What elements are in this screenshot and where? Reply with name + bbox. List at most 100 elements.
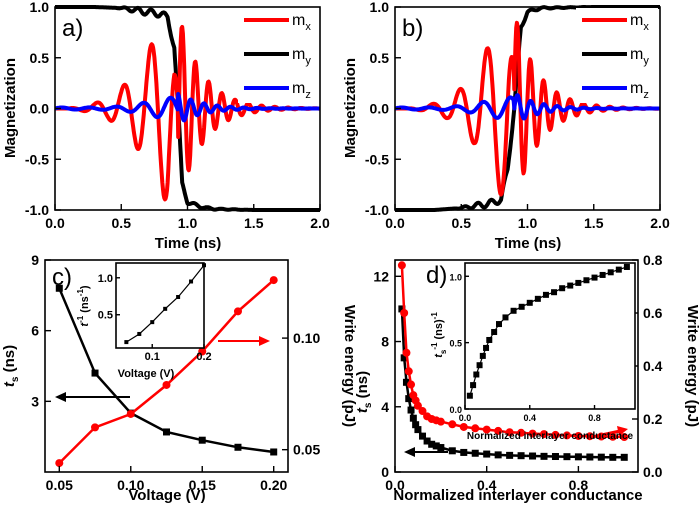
- data-point: [400, 309, 409, 317]
- panel-c-ticks: 0.05 0.10 0.15 0.20 3 6 9 0.05 0.10: [31, 252, 320, 493]
- panel-b-series-mz: [393, 93, 662, 121]
- data-point: [270, 448, 278, 456]
- x-tick-label: 0.0: [385, 215, 405, 231]
- y-left-tick-label: 0: [381, 464, 389, 480]
- inset-point: [150, 320, 155, 325]
- x-tick-label: 0.8: [569, 477, 589, 493]
- panel-d: 0.0 0.4 0.8 0 4 8 12 0.0 0.2 0.4 0.6 0.8 d) ts (ns)…: [354, 252, 700, 504]
- x-tick-label: 0.0: [45, 215, 65, 231]
- data-point: [91, 423, 100, 432]
- panel-c-inset-xlabel: Voltage (V): [118, 368, 175, 380]
- data-point: [482, 425, 491, 434]
- x-tick-label: 0.05: [46, 477, 73, 493]
- data-point: [551, 453, 559, 461]
- panel-a-legend-my: my: [292, 46, 311, 67]
- panel-d-ticks: 0.0 0.4 0.8 0 4 8 12 0.0 0.2 0.4 0.6 0.8: [373, 252, 662, 493]
- data-point: [91, 369, 99, 377]
- data-point: [413, 401, 422, 410]
- inset-point: [510, 307, 517, 314]
- y-tick-label: -1.0: [365, 202, 389, 218]
- panel-c: 0.05 0.10 0.15 0.20 3 6 9 0.05 0.10 c) ts (ns) W…: [1, 252, 358, 504]
- inset-point: [551, 289, 558, 296]
- panel-d-inset: 0.0 0.4 0.8 0.0 0.5 1.0 ts-1 (ns)-1 Normalize…: [430, 262, 636, 442]
- data-point: [407, 406, 415, 414]
- data-point: [460, 448, 468, 456]
- panel-b: 0.0 0.5 1.0 1.5 2.0 1.0 0.5 0.0 -0.5 -1.0 b) Magn…: [342, 0, 670, 252]
- inset-y-tick-label: 0.5: [449, 339, 462, 349]
- y-tick-label: -0.5: [365, 151, 389, 167]
- x-tick-label: 2.0: [650, 215, 670, 231]
- panel-a-legend-mx: mx: [292, 12, 311, 33]
- inset-point: [567, 282, 574, 289]
- panel-c-label: c): [52, 264, 72, 291]
- y-right-tick-label: 0.0: [643, 464, 663, 480]
- x-tick-label: 1.5: [244, 215, 264, 231]
- inset-x-tick-label: 0.8: [588, 413, 601, 423]
- inset-y-tick-label: 0.5: [98, 310, 113, 322]
- x-tick-label: 1.0: [178, 215, 198, 231]
- x-tick-label: 1.5: [584, 215, 604, 231]
- data-point: [163, 428, 170, 436]
- data-point: [404, 367, 413, 376]
- data-point: [407, 380, 416, 389]
- panel-c-ylabel-left: ts (ns): [1, 345, 21, 387]
- panel-a-series-mz: [53, 92, 322, 123]
- panel-a-legend: mx my mz: [238, 8, 318, 103]
- data-point: [562, 431, 571, 440]
- y-tick-label: -1.0: [25, 202, 49, 218]
- data-point: [419, 432, 427, 440]
- data-point: [494, 426, 503, 435]
- inset-point: [486, 336, 493, 343]
- panel-b-legend-mx: mx: [630, 12, 649, 33]
- inset-y-tick-label: 0.0: [449, 405, 462, 415]
- inset-point: [534, 295, 541, 302]
- panel-c-plot-area: [55, 276, 278, 468]
- data-point: [540, 430, 549, 439]
- y-tick-label: 0.0: [370, 101, 390, 117]
- data-point: [586, 453, 594, 461]
- data-point: [620, 433, 629, 442]
- y-right-tick-label: 0.6: [643, 305, 663, 321]
- panel-d-left-axis-arrow: [404, 447, 448, 457]
- inset-y-tick-label: 1.0: [98, 273, 113, 285]
- panel-a-label: a): [62, 15, 83, 42]
- y-tick-label: 0.0: [30, 101, 50, 117]
- inset-point: [542, 291, 549, 298]
- inset-point: [124, 340, 129, 345]
- inset-point: [623, 263, 630, 270]
- x-tick-label: 0.4: [477, 477, 497, 493]
- data-point: [423, 437, 431, 445]
- data-point: [126, 409, 135, 418]
- panel-a-ticks: 0.0 0.5 1.0 1.5 2.0 1.0 0.5 0.0 -0.5 -1.0: [25, 0, 330, 231]
- data-point: [448, 447, 456, 455]
- data-point: [409, 414, 417, 422]
- inset-point: [137, 331, 142, 336]
- y-tick-label: 1.0: [30, 0, 50, 15]
- data-point: [471, 424, 480, 433]
- data-point: [414, 426, 422, 434]
- panel-a-xlabel: Time (ns): [155, 235, 221, 252]
- inset-point: [479, 352, 486, 359]
- data-point: [471, 449, 479, 457]
- panel-d-ylabel-left: ts (ns): [354, 371, 374, 413]
- panel-c-inset: 0.1 0.2 0.5 1.0 t-1 (ns-1) Voltage (V): [76, 262, 212, 380]
- x-tick-label: 1.0: [518, 215, 538, 231]
- inset-point: [470, 382, 477, 389]
- data-point: [574, 431, 583, 440]
- panel-b-legend-mz: mz: [630, 80, 649, 101]
- x-tick-label: 0.15: [189, 477, 216, 493]
- y-left-tick-label: 12: [373, 268, 389, 284]
- inset-point: [466, 392, 473, 399]
- panel-c-ylabel-right: Write energy (pJ): [341, 305, 358, 427]
- x-tick-label: 0.5: [112, 215, 132, 231]
- panel-b-ylabel: Magnetization: [342, 58, 359, 158]
- data-point: [563, 453, 571, 461]
- inset-point: [189, 279, 194, 284]
- data-point: [597, 453, 605, 461]
- panel-d-xlabel: Normalized interlayer conductance: [393, 487, 642, 504]
- inset-x-tick-label: 0.0: [459, 413, 472, 423]
- x-tick-label: 0.0: [385, 477, 405, 493]
- panel-b-legend: mx my mz: [576, 8, 658, 103]
- data-point: [540, 452, 548, 460]
- panel-b-xlabel: Time (ns): [495, 235, 561, 252]
